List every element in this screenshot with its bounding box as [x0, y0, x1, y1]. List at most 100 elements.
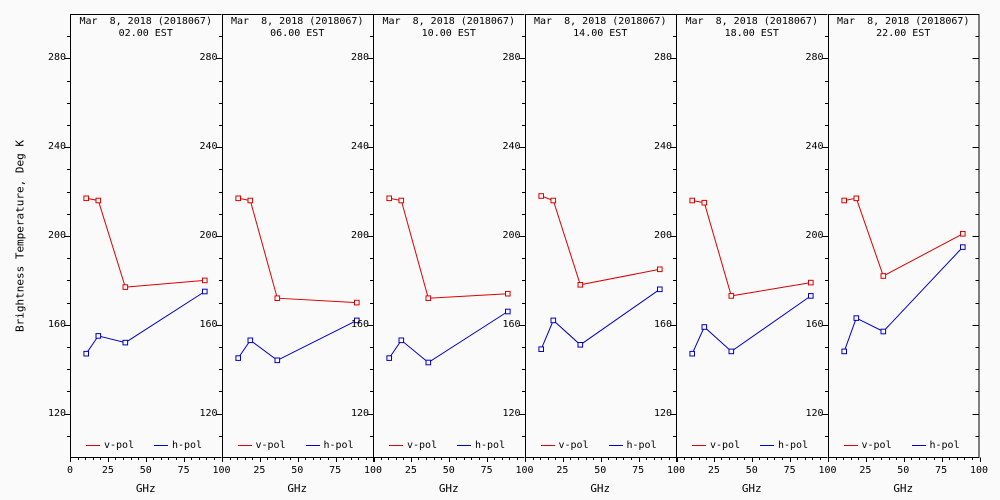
series-line-h-pol	[388, 311, 509, 364]
x-tick-label: 100	[212, 465, 231, 476]
series-line-v-pol	[237, 197, 357, 304]
data-point-marker-v-pol	[537, 193, 544, 199]
x-axis-title: GHz	[741, 482, 762, 495]
x-tick-label: 100	[666, 465, 686, 476]
x-tick-label: 25	[859, 465, 872, 476]
x-axis-title: GHz	[135, 482, 156, 495]
data-point-marker-v-pol	[550, 197, 556, 204]
x-tick-label: 50	[442, 465, 455, 476]
x-tick-label: 50	[291, 465, 304, 476]
x-tick-label: 25	[101, 465, 114, 476]
data-point-marker-h-pol	[959, 244, 966, 250]
x-tick-label: 100	[363, 465, 383, 476]
series-line-h-pol	[843, 246, 963, 352]
x-axis-title: GHz	[893, 482, 914, 495]
data-point-marker-v-pol	[880, 273, 886, 279]
data-point-marker-v-pol	[386, 195, 392, 202]
x-tick-label: 50	[139, 465, 152, 476]
data-point-marker-h-pol	[656, 286, 663, 293]
x-tick-label: 25	[253, 465, 266, 476]
data-point-marker-h-pol	[701, 324, 708, 330]
data-point-marker-v-pol	[83, 195, 89, 202]
data-point-marker-v-pol	[656, 266, 663, 273]
panel-canvas	[215, 14, 375, 462]
x-tick-label: 50	[745, 465, 758, 476]
chart-panel: 120 160 200 240 280 25 50 75 100 v-pol h-pol Mar 8,…	[654, 14, 837, 495]
data-point-marker-h-pol	[247, 337, 253, 344]
data-point-marker-h-pol	[122, 339, 129, 346]
plot-area: 120 160 200 240 280 0 25 50 75 100 v-pol h-pol Mar 8…	[48, 14, 988, 495]
data-point-marker-v-pol	[689, 197, 695, 204]
x-axis-title: GHz	[590, 482, 611, 495]
panel-canvas	[518, 14, 678, 462]
x-tick-label: 75	[783, 465, 796, 476]
data-point-marker-v-pol	[122, 284, 129, 290]
data-point-marker-h-pol	[808, 293, 814, 299]
panel-canvas	[367, 14, 526, 462]
x-tick-label: 100	[818, 465, 837, 476]
y-axis-title: Brightness Temperature, Deg K	[13, 139, 27, 333]
data-point-marker-v-pol	[95, 197, 102, 204]
data-point-marker-h-pol	[95, 333, 102, 339]
data-point-marker-v-pol	[728, 293, 735, 299]
data-point-marker-h-pol	[550, 317, 556, 324]
chart-panel: 120 160 200 240 280 25 50 75 100 v-pol h-pol Mar 8,…	[351, 14, 534, 495]
chart-panel: 120 160 200 240 280 0 25 50 75 100 v-pol h-pol Mar 8…	[48, 14, 231, 495]
data-point-marker-h-pol	[853, 315, 859, 321]
x-tick-label: 0	[66, 465, 74, 476]
data-point-marker-v-pol	[353, 299, 360, 306]
y-tick-label: 200	[47, 230, 66, 241]
x-tick-label: 75	[480, 465, 493, 476]
series-line-v-pol	[389, 197, 508, 299]
data-point-marker-v-pol	[577, 282, 583, 288]
data-point-marker-h-pol	[840, 348, 847, 355]
x-tick-label: 25	[556, 465, 569, 476]
x-axis-title: GHz	[438, 482, 459, 495]
panel-canvas	[670, 14, 829, 462]
data-point-marker-v-pol	[202, 277, 208, 284]
data-point-marker-v-pol	[840, 197, 847, 204]
data-point-marker-v-pol	[853, 195, 859, 202]
x-tick-label: 75	[935, 465, 948, 476]
y-tick-label: 240	[47, 141, 66, 153]
x-tick-label: 75	[177, 465, 190, 476]
data-point-marker-h-pol	[202, 288, 208, 295]
series-line-h-pol	[691, 295, 812, 354]
data-point-marker-v-pol	[701, 199, 708, 206]
panel-canvas	[64, 14, 223, 462]
data-point-marker-h-pol	[689, 350, 695, 357]
data-point-marker-v-pol	[808, 279, 814, 286]
data-point-marker-v-pol	[505, 290, 511, 297]
y-tick-label: 160	[47, 318, 66, 330]
data-point-marker-h-pol	[425, 359, 432, 366]
data-point-marker-h-pol	[353, 317, 360, 324]
data-point-marker-v-pol	[274, 295, 280, 301]
chart-panel: 120 160 200 240 280 25 50 75 100 v-pol h-pol Mar 8,…	[805, 14, 988, 495]
data-point-marker-h-pol	[386, 355, 392, 361]
series-line-v-pol	[843, 197, 963, 277]
data-point-marker-v-pol	[398, 197, 405, 204]
data-point-marker-h-pol	[398, 337, 405, 344]
x-axis-title: GHz	[287, 482, 308, 495]
data-point-marker-v-pol	[247, 197, 253, 204]
data-point-marker-h-pol	[505, 308, 511, 315]
x-tick-label: 75	[329, 465, 342, 476]
series-line-h-pol	[540, 288, 660, 350]
series-line-v-pol	[692, 200, 811, 297]
x-tick-label: 25	[707, 465, 720, 476]
data-point-marker-h-pol	[274, 357, 280, 364]
x-tick-label: 75	[632, 465, 645, 476]
x-tick-label: 25	[404, 465, 417, 476]
panel-canvas	[821, 14, 981, 462]
data-point-marker-v-pol	[234, 195, 241, 202]
y-tick-label: 280	[47, 52, 66, 64]
data-point-marker-h-pol	[234, 355, 241, 361]
y-tick-label: 120	[47, 407, 66, 419]
x-tick-label: 100	[515, 465, 534, 476]
chart-panel: 120 160 200 240 280 25 50 75 100 v-pol h-pol Mar 8,…	[199, 14, 382, 495]
x-tick-label: 50	[594, 465, 607, 476]
series-line-h-pol	[85, 291, 206, 354]
series-line-h-pol	[237, 319, 357, 361]
x-tick-label: 100	[969, 465, 989, 476]
